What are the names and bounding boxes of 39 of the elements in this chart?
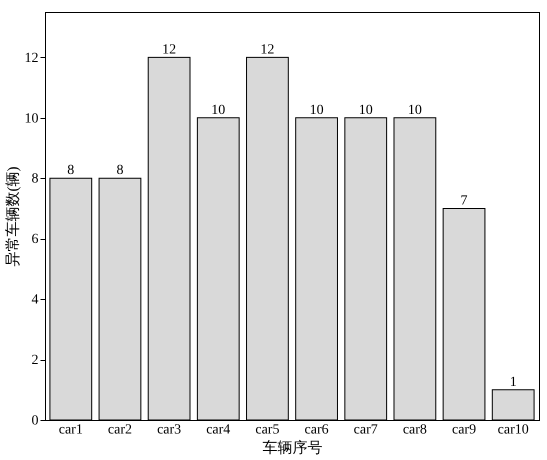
y-tick-label: 2 [32,353,38,368]
x-tick-label: car8 [402,422,427,438]
data-label: 8 [67,163,74,178]
data-label: 12 [260,42,274,58]
x-tick-label: car5 [255,422,280,438]
x-tick-label: car7 [354,422,378,438]
x-tick-label: car6 [304,422,329,438]
data-label: 10 [358,102,373,118]
y-axis-title: 异常车辆数(辆) [4,166,22,266]
y-tick-label: 8 [32,172,38,187]
x-tick-label: car3 [157,422,182,438]
bar [295,117,338,420]
bar [98,178,142,420]
data-label: 8 [116,163,124,178]
x-tick-label: car4 [206,422,230,438]
bar [344,117,388,420]
data-label: 12 [162,42,176,58]
y-tick-label: 0 [32,414,38,428]
bar [148,56,191,420]
data-label: 7 [460,193,468,208]
y-tick-label: 10 [24,111,38,126]
data-label: 10 [408,102,422,118]
y-tick-label: 6 [32,232,38,248]
y-tick-label: 12 [24,50,38,66]
x-tick-label: car9 [452,422,476,438]
data-label: 10 [211,102,226,118]
data-label: 10 [310,102,324,118]
x-tick-label: car1 [58,422,83,438]
x-axis-title: 车辆序号 [262,440,322,456]
bar [393,117,436,420]
y-tick-label: 4 [32,292,38,308]
data-label: 1 [510,374,517,390]
bar [196,117,240,420]
bar [246,56,289,420]
bar [492,389,535,420]
bar [442,208,486,420]
x-tick-label: car2 [108,422,132,438]
bar [49,178,92,420]
x-tick-label: car10 [498,422,529,438]
